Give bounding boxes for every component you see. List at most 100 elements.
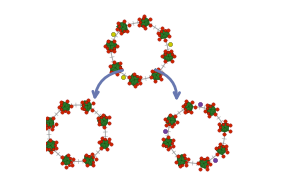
- Point: [160, 55, 165, 58]
- Point: [171, 139, 176, 142]
- Point: [170, 125, 174, 128]
- Point: [190, 100, 194, 103]
- Point: [97, 123, 101, 126]
- Polygon shape: [166, 114, 176, 126]
- Point: [116, 21, 121, 24]
- Point: [91, 156, 95, 159]
- Point: [215, 152, 219, 155]
- Point: [49, 150, 54, 153]
- Point: [214, 146, 218, 149]
- Point: [162, 29, 167, 32]
- Polygon shape: [159, 30, 169, 39]
- Point: [80, 100, 85, 103]
- Point: [223, 120, 227, 123]
- Point: [69, 160, 74, 163]
- Point: [117, 65, 122, 68]
- Point: [44, 126, 48, 129]
- Point: [164, 120, 169, 123]
- Point: [81, 159, 86, 162]
- Point: [137, 75, 142, 78]
- Point: [163, 145, 168, 148]
- Point: [157, 34, 162, 37]
- Point: [53, 140, 58, 143]
- Point: [221, 122, 225, 125]
- Point: [160, 27, 164, 30]
- Polygon shape: [129, 74, 140, 86]
- Point: [171, 145, 175, 148]
- Polygon shape: [82, 101, 91, 112]
- Point: [108, 49, 113, 52]
- Point: [81, 103, 85, 106]
- Point: [47, 148, 51, 151]
- Point: [112, 70, 117, 74]
- Point: [157, 37, 162, 40]
- Polygon shape: [60, 101, 71, 112]
- Point: [134, 82, 139, 85]
- Point: [53, 123, 58, 126]
- Point: [115, 44, 119, 47]
- Point: [51, 124, 55, 127]
- Point: [106, 116, 111, 119]
- Point: [137, 78, 141, 81]
- Point: [103, 115, 108, 119]
- Point: [116, 69, 121, 72]
- Point: [163, 39, 167, 42]
- Point: [60, 156, 65, 159]
- Polygon shape: [207, 105, 216, 116]
- Point: [99, 146, 103, 149]
- Point: [158, 30, 163, 33]
- Point: [106, 137, 111, 140]
- Point: [173, 115, 178, 118]
- Point: [158, 78, 163, 81]
- Point: [112, 46, 117, 50]
- Point: [101, 113, 105, 116]
- Point: [59, 103, 63, 106]
- Point: [66, 163, 71, 166]
- Point: [63, 109, 67, 112]
- Point: [117, 62, 122, 65]
- Point: [167, 43, 172, 46]
- Point: [119, 68, 124, 71]
- Polygon shape: [199, 159, 209, 168]
- Point: [41, 121, 46, 124]
- Point: [138, 21, 143, 24]
- Point: [60, 111, 65, 114]
- Point: [218, 142, 223, 145]
- Point: [153, 69, 157, 72]
- Point: [203, 109, 207, 112]
- Point: [183, 103, 187, 106]
- Point: [97, 120, 102, 123]
- Point: [163, 130, 168, 133]
- Point: [82, 108, 87, 111]
- Point: [90, 102, 95, 105]
- Point: [180, 163, 185, 166]
- Point: [115, 72, 119, 75]
- Point: [59, 100, 64, 103]
- Point: [119, 31, 124, 34]
- Point: [50, 127, 54, 130]
- Point: [59, 108, 64, 111]
- Point: [160, 144, 165, 147]
- Point: [111, 33, 115, 36]
- Point: [228, 123, 232, 126]
- Point: [165, 147, 170, 150]
- Point: [157, 70, 162, 74]
- Point: [105, 147, 109, 150]
- Point: [163, 49, 167, 52]
- Point: [186, 110, 191, 113]
- Point: [162, 53, 167, 56]
- Point: [96, 117, 100, 120]
- Point: [71, 157, 75, 160]
- Point: [208, 162, 212, 165]
- Point: [208, 104, 212, 107]
- Point: [207, 114, 211, 117]
- Point: [106, 140, 111, 143]
- Point: [51, 148, 55, 151]
- Polygon shape: [98, 115, 108, 127]
- Point: [66, 153, 70, 156]
- Point: [127, 75, 132, 78]
- Point: [142, 27, 147, 30]
- Point: [205, 160, 210, 163]
- Point: [138, 81, 142, 84]
- Point: [102, 125, 107, 128]
